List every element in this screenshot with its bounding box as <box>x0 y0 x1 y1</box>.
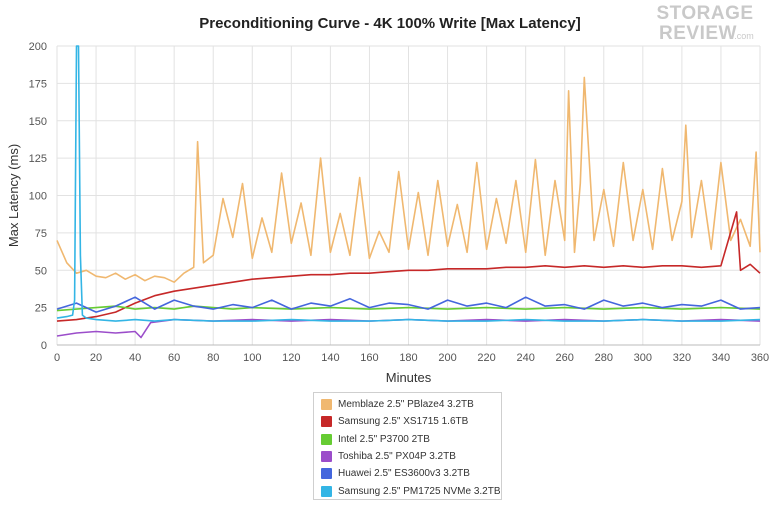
storagereview-logo: STORAGE REVIEW .com <box>656 3 753 44</box>
legend-label: Memblaze 2.5" PBlaze4 3.2TB <box>338 399 474 411</box>
y-tick-label: 25 <box>35 303 47 315</box>
series-group <box>56 45 761 339</box>
legend-swatch <box>321 416 332 428</box>
y-tick-label: 75 <box>35 228 47 240</box>
x-tick-label: 300 <box>634 352 652 364</box>
x-tick-label: 320 <box>673 352 691 364</box>
legend-item-1: Memblaze 2.5" PBlaze4 3.2TB <box>314 396 501 413</box>
y-axis-label: Max Latency (ms) <box>6 144 21 247</box>
x-tick-label: 220 <box>477 352 495 364</box>
logo-suffix: .com <box>734 31 754 41</box>
legend-swatch <box>321 451 332 463</box>
x-tick-label: 260 <box>556 352 574 364</box>
series-line-6 <box>56 45 761 322</box>
legend-item-5: Huawei 2.5" ES3600v3 3.2TB <box>314 465 501 482</box>
x-tick-label: 140 <box>321 352 339 364</box>
legend-label: Toshiba 2.5" PX04P 3.2TB <box>338 451 456 463</box>
y-tick-label: 0 <box>41 340 47 352</box>
series-line-5 <box>56 296 761 313</box>
chart-title: Preconditioning Curve - 4K 100% Write [M… <box>199 15 580 32</box>
x-axis-ticks: 0 20 40 60 80 100 120 140 160 180 200 220 240 260 280 3… <box>54 352 769 364</box>
x-tick-label: 0 <box>54 352 60 364</box>
x-tick-label: 40 <box>129 352 141 364</box>
y-axis-ticks: 0 25 50 75 100 125 150 175 200 <box>29 41 47 352</box>
y-tick-label: 200 <box>29 41 47 53</box>
x-tick-label: 120 <box>282 352 300 364</box>
legend-label: Samsung 2.5" PM1725 NVMe 3.2TB <box>338 485 501 497</box>
x-tick-label: 60 <box>168 352 180 364</box>
x-tick-label: 80 <box>207 352 219 364</box>
y-tick-label: 150 <box>29 116 47 128</box>
y-tick-label: 125 <box>29 153 47 165</box>
logo-line2: REVIEW <box>659 23 737 44</box>
chart: Preconditioning Curve - 4K 100% Write [M… <box>6 3 769 385</box>
legend-swatch <box>321 485 332 497</box>
x-tick-label: 360 <box>751 352 769 364</box>
legend-label: Huawei 2.5" ES3600v3 3.2TB <box>338 468 470 480</box>
grid <box>56 45 761 346</box>
legend-swatch <box>321 433 332 445</box>
y-tick-label: 100 <box>29 191 47 203</box>
legend-swatch <box>321 399 332 411</box>
x-tick-label: 160 <box>360 352 378 364</box>
series-line-1 <box>56 76 761 284</box>
series-line-2 <box>56 211 761 322</box>
legend-item-4: Toshiba 2.5" PX04P 3.2TB <box>314 448 501 465</box>
legend-item-6: Samsung 2.5" PM1725 NVMe 3.2TB <box>314 482 501 499</box>
x-tick-label: 200 <box>438 352 456 364</box>
x-tick-label: 340 <box>712 352 730 364</box>
x-tick-label: 20 <box>90 352 102 364</box>
legend-item-3: Intel 2.5" P3700 2TB <box>314 431 501 448</box>
legend: Memblaze 2.5" PBlaze4 3.2TB Samsung 2.5" … <box>313 392 502 500</box>
legend-item-2: Samsung 2.5" XS1715 1.6TB <box>314 413 501 430</box>
logo-line1: STORAGE <box>656 3 753 24</box>
x-tick-label: 280 <box>595 352 613 364</box>
x-tick-label: 100 <box>243 352 261 364</box>
x-tick-label: 240 <box>516 352 534 364</box>
y-tick-label: 50 <box>35 265 47 277</box>
series-line-3 <box>56 305 761 312</box>
x-tick-label: 180 <box>399 352 417 364</box>
legend-label: Samsung 2.5" XS1715 1.6TB <box>338 416 469 428</box>
y-tick-label: 175 <box>29 78 47 90</box>
x-axis-label: Minutes <box>386 370 432 385</box>
legend-swatch <box>321 468 332 480</box>
legend-label: Intel 2.5" P3700 2TB <box>338 433 430 445</box>
